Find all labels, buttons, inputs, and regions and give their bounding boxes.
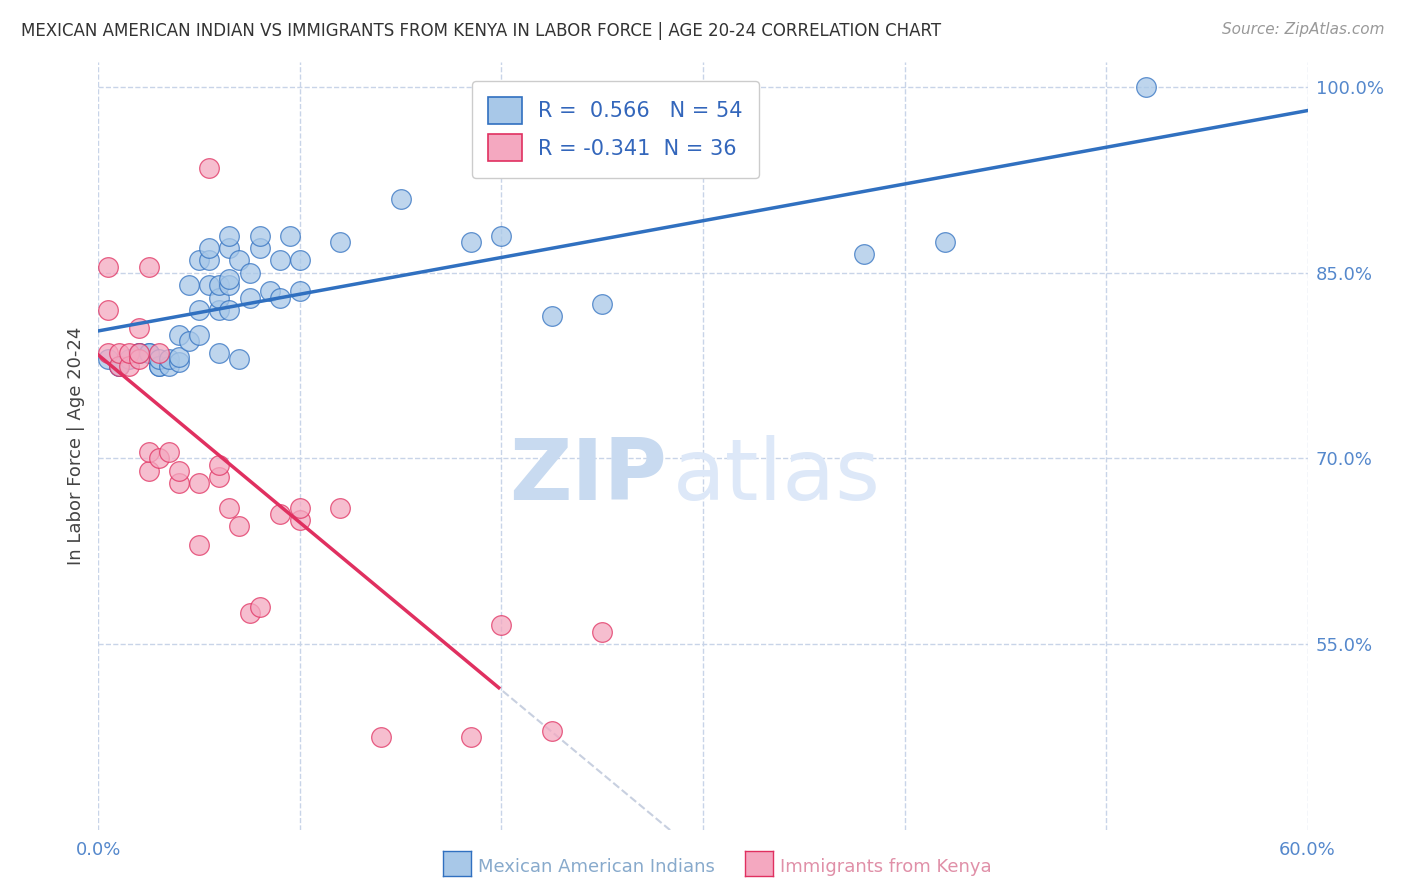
Point bbox=[540, 309, 562, 323]
Point bbox=[208, 291, 231, 305]
Point bbox=[198, 253, 221, 268]
Point bbox=[218, 278, 240, 293]
Point bbox=[228, 253, 250, 268]
Point bbox=[118, 346, 141, 360]
Point bbox=[179, 334, 201, 348]
Text: Mexican American Indians: Mexican American Indians bbox=[478, 858, 714, 876]
Point bbox=[188, 253, 211, 268]
Point bbox=[167, 355, 190, 369]
Point bbox=[128, 321, 150, 335]
Point bbox=[188, 538, 211, 552]
Point bbox=[491, 618, 513, 632]
Point bbox=[107, 359, 129, 373]
Y-axis label: In Labor Force | Age 20-24: In Labor Force | Age 20-24 bbox=[66, 326, 84, 566]
Point bbox=[249, 228, 271, 243]
Point bbox=[148, 451, 170, 466]
Point bbox=[97, 352, 120, 367]
Point bbox=[148, 352, 170, 367]
Point bbox=[269, 291, 291, 305]
Text: ZIP: ZIP bbox=[509, 435, 666, 518]
Point bbox=[128, 346, 150, 360]
Point bbox=[460, 235, 482, 249]
Legend: R =  0.566   N = 54, R = -0.341  N = 36: R = 0.566 N = 54, R = -0.341 N = 36 bbox=[471, 80, 759, 178]
Point bbox=[138, 445, 160, 459]
Point bbox=[288, 285, 311, 299]
Point bbox=[188, 476, 211, 491]
Point bbox=[167, 327, 190, 342]
Point bbox=[239, 606, 262, 620]
Point bbox=[288, 253, 311, 268]
Point bbox=[118, 352, 141, 367]
Point bbox=[239, 291, 262, 305]
Point bbox=[259, 285, 281, 299]
Point bbox=[239, 266, 262, 280]
Point bbox=[208, 346, 231, 360]
Point bbox=[128, 352, 150, 367]
Text: atlas: atlas bbox=[672, 435, 880, 518]
Point bbox=[138, 346, 160, 360]
Point bbox=[198, 161, 221, 175]
Point bbox=[167, 350, 190, 364]
Point bbox=[97, 302, 120, 317]
Point bbox=[128, 346, 150, 360]
Point bbox=[329, 235, 352, 249]
Point bbox=[249, 599, 271, 614]
Point bbox=[934, 235, 956, 249]
Point bbox=[148, 346, 170, 360]
Point bbox=[460, 730, 482, 744]
Point bbox=[157, 359, 180, 373]
Point bbox=[138, 260, 160, 274]
Point bbox=[329, 500, 352, 515]
Point bbox=[198, 278, 221, 293]
Point bbox=[269, 253, 291, 268]
Point bbox=[107, 359, 129, 373]
Text: Immigrants from Kenya: Immigrants from Kenya bbox=[780, 858, 993, 876]
Point bbox=[118, 359, 141, 373]
Point bbox=[208, 470, 231, 484]
Text: Source: ZipAtlas.com: Source: ZipAtlas.com bbox=[1222, 22, 1385, 37]
Point bbox=[218, 228, 240, 243]
Point bbox=[107, 346, 129, 360]
Point bbox=[370, 730, 392, 744]
Point bbox=[228, 352, 250, 367]
Point bbox=[97, 346, 120, 360]
Point bbox=[208, 302, 231, 317]
Point bbox=[107, 359, 129, 373]
Point bbox=[138, 464, 160, 478]
Point bbox=[97, 260, 120, 274]
Point bbox=[167, 476, 190, 491]
Point bbox=[188, 327, 211, 342]
Point bbox=[1135, 80, 1157, 95]
Point bbox=[128, 346, 150, 360]
Point bbox=[157, 352, 180, 367]
Point bbox=[228, 519, 250, 533]
Point bbox=[138, 346, 160, 360]
Point bbox=[389, 192, 412, 206]
Point bbox=[591, 296, 613, 310]
Point bbox=[218, 241, 240, 255]
Point bbox=[157, 445, 180, 459]
Point bbox=[269, 507, 291, 521]
Point bbox=[288, 500, 311, 515]
Point bbox=[249, 241, 271, 255]
Point bbox=[218, 302, 240, 317]
Point bbox=[218, 272, 240, 286]
Point bbox=[148, 359, 170, 373]
Point bbox=[591, 624, 613, 639]
Point bbox=[491, 228, 513, 243]
Point bbox=[208, 458, 231, 472]
Point bbox=[198, 241, 221, 255]
Point bbox=[853, 247, 876, 261]
Point bbox=[540, 723, 562, 738]
Point bbox=[288, 513, 311, 527]
Point bbox=[218, 500, 240, 515]
Point bbox=[167, 464, 190, 478]
Point bbox=[208, 278, 231, 293]
Point bbox=[148, 359, 170, 373]
Point bbox=[278, 228, 301, 243]
Point bbox=[179, 278, 201, 293]
Point bbox=[188, 302, 211, 317]
Text: MEXICAN AMERICAN INDIAN VS IMMIGRANTS FROM KENYA IN LABOR FORCE | AGE 20-24 CORR: MEXICAN AMERICAN INDIAN VS IMMIGRANTS FR… bbox=[21, 22, 941, 40]
